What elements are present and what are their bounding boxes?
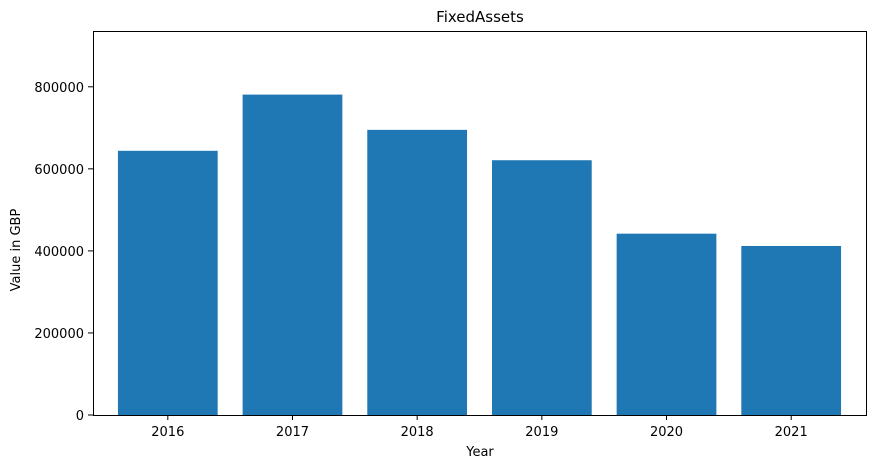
bars-group <box>117 94 842 416</box>
x-tick-label: 2016 <box>151 425 184 440</box>
bar-2021 <box>741 245 842 415</box>
bar-2016 <box>117 150 218 416</box>
x-tick-label: 2021 <box>775 425 808 440</box>
x-tick-label: 2019 <box>525 425 558 440</box>
bar-2019 <box>491 160 592 415</box>
y-tick-label: 400000 <box>34 245 84 260</box>
y-tick-label: 600000 <box>34 163 84 178</box>
chart-title: FixedAssets <box>436 8 524 26</box>
y-axis-ticks: 0 200000 400000 600000 800000 <box>34 81 93 424</box>
bar-2017 <box>242 94 343 415</box>
bar-2020 <box>616 233 717 415</box>
y-tick-label: 800000 <box>34 81 84 96</box>
x-tick-label: 2020 <box>650 425 683 440</box>
x-tick-label: 2017 <box>276 425 309 440</box>
x-axis-ticks: 2016 2017 2018 2019 2020 2021 <box>151 415 808 440</box>
bar-2018 <box>367 129 468 415</box>
x-axis-label: Year <box>465 445 494 460</box>
x-tick-label: 2018 <box>401 425 434 440</box>
plot-area-frame <box>93 31 867 416</box>
y-axis-label: Value in GBP <box>9 209 24 292</box>
y-tick-label: 200000 <box>34 327 84 342</box>
y-tick-label: 0 <box>76 409 84 424</box>
